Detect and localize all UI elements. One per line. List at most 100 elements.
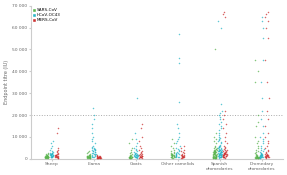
Point — [135, 150, 139, 152]
Point — [55, 149, 60, 151]
Point — [213, 150, 218, 152]
Point — [221, 154, 226, 156]
Point — [223, 150, 227, 153]
Point — [92, 148, 97, 150]
Point — [265, 150, 270, 152]
Point — [255, 70, 260, 73]
Point — [128, 152, 133, 155]
Point — [90, 146, 95, 149]
Point — [218, 152, 222, 155]
Point — [259, 20, 264, 22]
Point — [95, 155, 99, 158]
Point — [258, 155, 262, 158]
Point — [46, 155, 51, 158]
Point — [256, 157, 261, 160]
Point — [180, 156, 184, 159]
Point — [51, 151, 56, 154]
Point — [170, 153, 175, 156]
Point — [265, 118, 270, 121]
Point — [177, 61, 181, 64]
Point — [222, 109, 227, 112]
Point — [217, 138, 222, 141]
Point — [219, 109, 224, 112]
Point — [218, 151, 223, 154]
Point — [44, 156, 48, 158]
Point — [135, 142, 139, 145]
Point — [219, 154, 224, 157]
Point — [95, 155, 100, 158]
Point — [221, 153, 226, 156]
Point — [96, 155, 100, 158]
Point — [177, 131, 181, 134]
Point — [224, 152, 229, 155]
Point — [217, 153, 221, 155]
Point — [134, 156, 138, 159]
Point — [214, 156, 219, 159]
Point — [139, 156, 143, 158]
Point — [90, 153, 94, 156]
Point — [90, 151, 95, 154]
Point — [221, 118, 226, 121]
Point — [55, 155, 60, 158]
Point — [218, 143, 222, 146]
Point — [128, 153, 133, 156]
Point — [169, 144, 173, 147]
Point — [266, 154, 270, 156]
Point — [96, 156, 100, 159]
Point — [174, 155, 179, 158]
Point — [219, 153, 223, 156]
Point — [171, 151, 176, 154]
Point — [256, 155, 261, 158]
Point — [216, 145, 221, 148]
Point — [258, 156, 263, 159]
Point — [221, 154, 226, 157]
Point — [54, 154, 58, 157]
Legend: SARS-CoV, HCoV-OC43, MERS-CoV: SARS-CoV, HCoV-OC43, MERS-CoV — [33, 8, 61, 23]
Point — [130, 153, 135, 156]
Point — [212, 149, 216, 152]
Point — [133, 152, 137, 155]
Point — [127, 156, 132, 158]
Point — [96, 156, 101, 159]
Point — [224, 122, 228, 125]
Point — [133, 131, 137, 134]
Point — [138, 153, 142, 156]
Point — [140, 155, 145, 157]
Point — [44, 156, 49, 159]
Point — [266, 155, 270, 157]
Point — [54, 154, 58, 157]
Point — [221, 13, 225, 16]
Point — [132, 153, 137, 155]
Point — [128, 156, 132, 159]
Point — [213, 155, 218, 158]
Point — [135, 153, 139, 156]
Point — [170, 152, 174, 155]
Point — [93, 149, 97, 151]
Point — [216, 146, 221, 149]
Point — [132, 151, 137, 154]
Point — [92, 147, 96, 150]
Point — [93, 154, 97, 157]
Point — [222, 156, 227, 159]
Point — [217, 155, 222, 158]
Point — [218, 111, 222, 114]
Point — [214, 146, 219, 149]
Point — [259, 154, 264, 156]
Point — [44, 155, 49, 158]
Point — [223, 151, 228, 154]
Point — [177, 57, 181, 60]
Point — [219, 153, 224, 156]
Point — [140, 122, 145, 125]
Point — [134, 155, 139, 158]
Point — [254, 156, 258, 159]
Point — [49, 156, 53, 158]
Point — [261, 59, 265, 62]
Point — [259, 118, 263, 121]
Point — [174, 153, 178, 156]
Point — [222, 114, 227, 116]
Point — [140, 154, 144, 157]
Point — [218, 136, 223, 139]
Point — [174, 151, 179, 154]
Point — [56, 152, 60, 155]
Point — [219, 156, 223, 158]
